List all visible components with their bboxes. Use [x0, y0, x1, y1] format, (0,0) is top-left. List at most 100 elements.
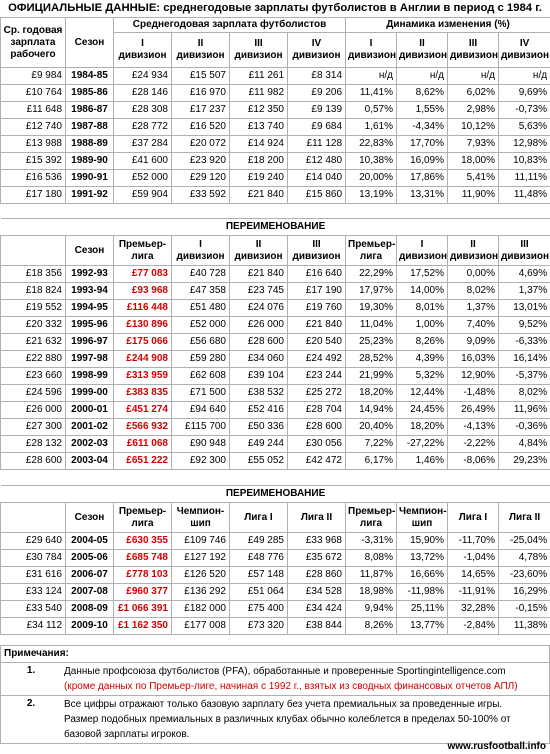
salary-cell: £116 448 [113, 299, 172, 317]
salary-cell: £136 292 [171, 583, 230, 601]
salary-cell: £16 520 [171, 118, 230, 136]
change-cell: 18,00% [447, 152, 500, 170]
col-header: Премьер-лига [113, 502, 172, 533]
note-text: Все цифры отражают только базовую зарпла… [64, 699, 503, 710]
salary-cell: £13 740 [229, 118, 288, 136]
salary-cell: £16 970 [171, 84, 230, 102]
salary-cell: £24 492 [287, 350, 346, 368]
header-dynamics-group: Динамика изменения (%) [345, 17, 550, 33]
change-cell: -2,22% [447, 435, 499, 453]
salary-cell: £960 377 [113, 583, 172, 601]
col-header: III дивизион [447, 32, 500, 68]
salary-cell: £685 748 [113, 549, 172, 567]
col-header: I дивизион [171, 235, 230, 266]
salary-cell: £75 400 [229, 600, 288, 618]
salary-cell: £17 237 [171, 101, 230, 119]
change-cell: 4,84% [497, 435, 550, 453]
salary-cell: £90 948 [171, 435, 230, 453]
salary-cell: £47 358 [171, 282, 230, 300]
salary-cell: £383 835 [113, 384, 172, 402]
change-cell: 7,93% [447, 135, 500, 153]
salary-cell: £130 896 [113, 316, 172, 334]
season-cell: 1993-94 [65, 282, 114, 300]
worker-salary-cell: £22 880 [0, 350, 66, 368]
col-header: IV дивизион [498, 32, 550, 68]
salary-cell: £30 056 [287, 435, 346, 453]
change-cell: 16,03% [447, 350, 499, 368]
worker-salary-cell: £10 764 [0, 84, 66, 102]
salary-cell: £56 680 [171, 333, 230, 351]
note-item: 2. Все цифры отражают только базовую зар… [0, 695, 550, 744]
col-header: Чемпион-шип [171, 502, 230, 533]
season-cell: 1991-92 [65, 186, 114, 204]
salary-cell: £9 139 [286, 101, 347, 119]
salary-cell: £28 704 [287, 401, 346, 419]
change-cell: -0,36% [497, 418, 550, 436]
change-cell: 12,44% [396, 384, 448, 402]
change-cell: 11,41% [345, 84, 398, 102]
table-row: £24 596 1999-00 £383 835 £71 500 £38 532 £25 … [0, 384, 550, 402]
notes-section: Примечания: 1. Данные профсоюза футболис… [0, 645, 550, 744]
season-cell: 1992-93 [65, 265, 114, 283]
salary-cell: £21 840 [229, 265, 288, 283]
worker-salary-cell: £15 392 [0, 152, 66, 170]
col-header: IV дивизион [286, 32, 347, 68]
note-number: 1. [26, 665, 36, 676]
table-row: £33 540 2008-09 £1 066 391 £182 000 £75 400 £… [0, 600, 550, 618]
table-row: £12 740 1987-88 £28 772 £16 520 £13 740 £9 68… [0, 118, 550, 136]
salary-cell: £52 000 [113, 169, 172, 187]
change-cell: 13,01% [497, 299, 550, 317]
salary-cell: £59 904 [113, 186, 172, 204]
worker-salary-cell: £34 112 [0, 617, 66, 635]
col-header: III дивизион [497, 235, 550, 266]
change-cell: 5,41% [447, 169, 500, 187]
change-cell: 0,00% [447, 265, 499, 283]
change-cell: 20,40% [345, 418, 397, 436]
change-cell: 4,69% [497, 265, 550, 283]
table-row: £19 552 1994-95 £116 448 £51 480 £24 076 £19 … [0, 299, 550, 317]
change-cell: -11,91% [447, 583, 499, 601]
season-cell: 2007-08 [65, 583, 114, 601]
watermark: www.rusfootball.info [447, 741, 546, 752]
salary-cell: £23 244 [287, 367, 346, 385]
salary-cell: £62 608 [171, 367, 230, 385]
col-header: II дивизион [171, 32, 230, 68]
change-cell: 19,30% [345, 299, 397, 317]
salary-cell: £8 314 [286, 67, 347, 85]
note-text-secondary: Размер подобных премиальных в различных … [64, 714, 511, 740]
change-cell: 4,39% [396, 350, 448, 368]
change-cell: 17,86% [396, 169, 449, 187]
salary-cell: £28 600 [229, 333, 288, 351]
change-cell: -27,22% [396, 435, 448, 453]
rename-banner: ПЕРЕИМЕНОВАНИЕ [0, 218, 550, 236]
salary-cell: £14 040 [286, 169, 347, 187]
change-cell: 14,00% [396, 282, 448, 300]
salary-cell: £23 745 [229, 282, 288, 300]
change-cell: 18,98% [345, 583, 397, 601]
change-cell: 8,26% [345, 617, 397, 635]
change-cell: -8,06% [447, 452, 499, 470]
change-cell: 17,52% [396, 265, 448, 283]
header-blank [0, 235, 66, 266]
salary-cell: £34 424 [287, 600, 346, 618]
change-cell: 6,17% [345, 452, 397, 470]
header-worker-salary: Ср. годовая зарплата рабочего [0, 17, 66, 68]
table-row: £20 332 1995-96 £130 896 £52 000 £26 000 £21 … [0, 316, 550, 334]
worker-salary-cell: £9 984 [0, 67, 66, 85]
worker-salary-cell: £18 356 [0, 265, 66, 283]
season-cell: 1986-87 [65, 101, 114, 119]
table-1992-2004: ПЕРЕИМЕНОВАНИЕ Сезон Премьер-лига I диви… [0, 218, 550, 470]
salary-cell: £21 840 [287, 316, 346, 334]
col-header: Лига I [447, 502, 499, 533]
change-cell: 1,55% [396, 101, 449, 119]
worker-salary-cell: £27 300 [0, 418, 66, 436]
change-cell: 17,70% [396, 135, 449, 153]
salary-cell: £38 532 [229, 384, 288, 402]
salary-cell: £41 600 [113, 152, 172, 170]
change-cell: 1,37% [447, 299, 499, 317]
change-cell: 8,62% [396, 84, 449, 102]
salary-cell: £9 206 [286, 84, 347, 102]
change-cell: н/д [447, 67, 500, 85]
worker-salary-cell: £29 640 [0, 532, 66, 550]
salary-cell: £28 146 [113, 84, 172, 102]
